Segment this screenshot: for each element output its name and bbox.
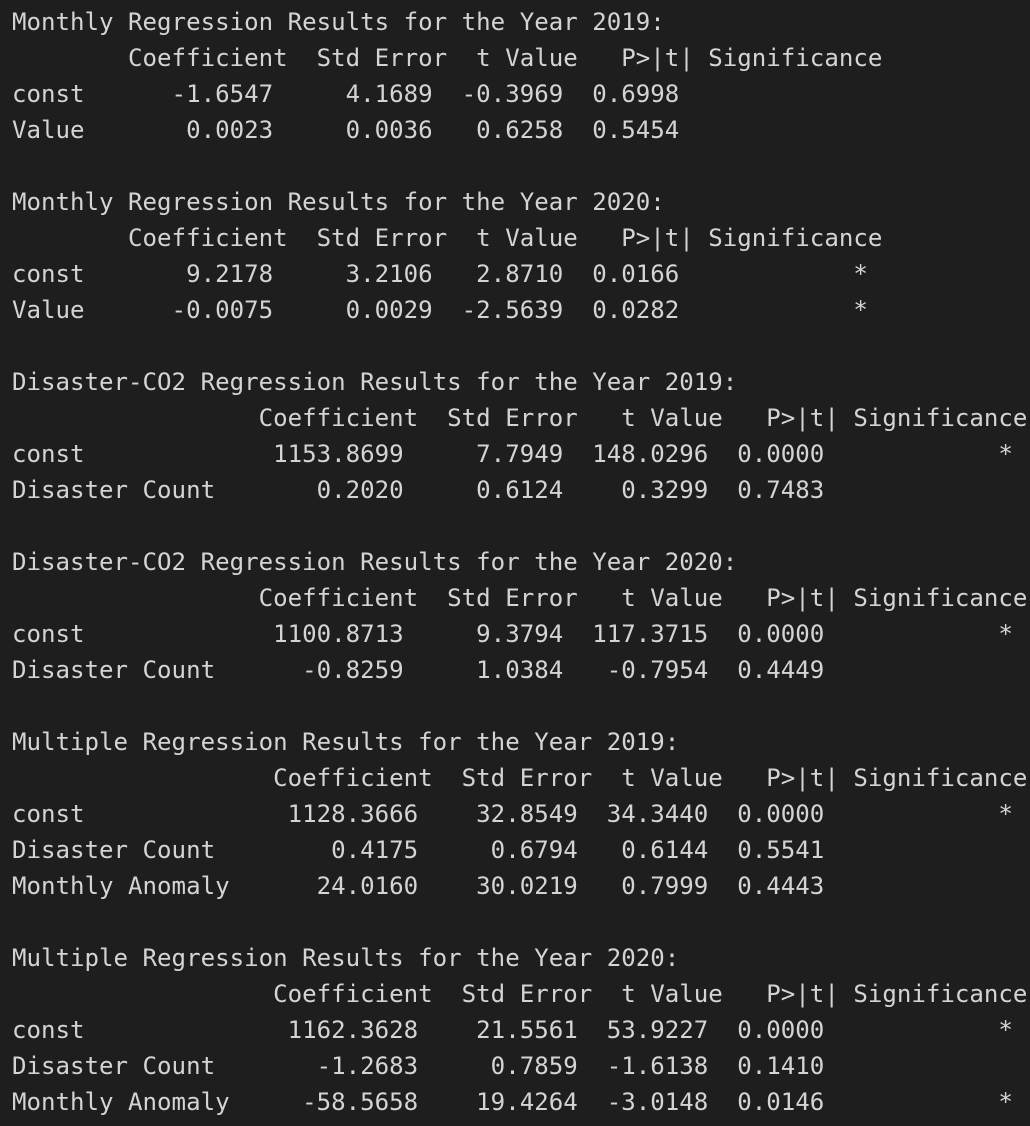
terminal-line: Disaster Count 0.4175 0.6794 0.6144 0.55… — [12, 836, 825, 864]
terminal-line: const -1.6547 4.1689 -0.3969 0.6998 — [12, 80, 680, 108]
terminal-line: Value -0.0075 0.0029 -2.5639 0.0282 * — [12, 296, 868, 324]
terminal-line — [12, 328, 1030, 364]
terminal-line: Coefficient Std Error t Value P>|t| Sign… — [12, 404, 1028, 432]
terminal-line: Monthly Anomaly 24.0160 30.0219 0.7999 0… — [12, 872, 825, 900]
terminal-line: Coefficient Std Error t Value P>|t| Sign… — [12, 224, 883, 252]
terminal-line: const 1100.8713 9.3794 117.3715 0.0000 * — [12, 620, 1013, 648]
terminal-line — [12, 688, 1030, 724]
terminal-line: Disaster Count -1.2683 0.7859 -1.6138 0.… — [12, 1052, 825, 1080]
terminal-line: Disaster Count 0.2020 0.6124 0.3299 0.74… — [12, 476, 825, 504]
terminal-line: Coefficient Std Error t Value P>|t| Sign… — [12, 584, 1028, 612]
terminal-line: Monthly Regression Results for the Year … — [12, 188, 665, 216]
terminal-line: Coefficient Std Error t Value P>|t| Sign… — [12, 764, 1028, 792]
terminal-line — [12, 508, 1030, 544]
terminal-line: const 1162.3628 21.5561 53.9227 0.0000 * — [12, 1016, 1013, 1044]
terminal-line: Value 0.0023 0.0036 0.6258 0.5454 — [12, 116, 680, 144]
terminal-line: Disaster Count -0.8259 1.0384 -0.7954 0.… — [12, 656, 825, 684]
terminal-line: const 1153.8699 7.7949 148.0296 0.0000 * — [12, 440, 1013, 468]
terminal-line: Coefficient Std Error t Value P>|t| Sign… — [12, 980, 1028, 1008]
terminal-line — [12, 148, 1030, 184]
terminal-line: const 9.2178 3.2106 2.8710 0.0166 * — [12, 260, 868, 288]
terminal-line: Multiple Regression Results for the Year… — [12, 944, 680, 972]
terminal-line: Multiple Regression Results for the Year… — [12, 728, 680, 756]
terminal-line: Monthly Regression Results for the Year … — [12, 8, 665, 36]
terminal-line: Coefficient Std Error t Value P>|t| Sign… — [12, 44, 883, 72]
terminal-line: const 1128.3666 32.8549 34.3440 0.0000 * — [12, 800, 1013, 828]
terminal-line — [12, 904, 1030, 940]
terminal-output: Monthly Regression Results for the Year … — [12, 4, 1030, 1120]
terminal-line: Monthly Anomaly -58.5658 19.4264 -3.0148… — [12, 1088, 1013, 1116]
terminal-line: Disaster-CO2 Regression Results for the … — [12, 368, 738, 396]
terminal-line: Disaster-CO2 Regression Results for the … — [12, 548, 738, 576]
